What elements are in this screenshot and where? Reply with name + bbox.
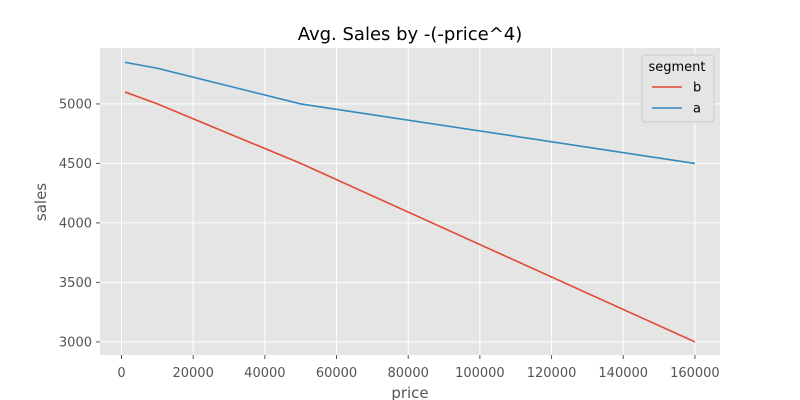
x-tick-label: 0 bbox=[117, 366, 125, 381]
legend-title: segment bbox=[648, 60, 705, 75]
y-tick-label: 4500 bbox=[59, 157, 92, 172]
x-tick-label: 40000 bbox=[244, 366, 285, 381]
y-tick-label: 5000 bbox=[59, 97, 92, 112]
series-line-b bbox=[124, 91, 696, 343]
x-tick-label: 120000 bbox=[527, 366, 577, 381]
legend-label-b: b bbox=[693, 81, 701, 96]
plot-background bbox=[100, 48, 720, 355]
y-axis-label: sales bbox=[32, 183, 50, 221]
legend: segment ba bbox=[641, 54, 715, 123]
series-layer bbox=[124, 61, 696, 343]
chart-title: Avg. Sales by -(-price^4) bbox=[298, 24, 523, 45]
x-tick-label: 20000 bbox=[172, 366, 213, 381]
legend-box bbox=[641, 54, 715, 123]
series-line-a bbox=[124, 61, 696, 165]
x-tick-label: 140000 bbox=[598, 366, 648, 381]
y-tick-label: 4000 bbox=[59, 216, 92, 231]
x-tick-label: 100000 bbox=[455, 366, 505, 381]
y-tick-label: 3500 bbox=[59, 276, 92, 291]
x-tick-label: 60000 bbox=[316, 366, 357, 381]
ticks: 0 20000 40000 60000 80000 100000 120000 140000 1… bbox=[59, 97, 720, 381]
y-tick-label: 3000 bbox=[59, 335, 92, 350]
x-axis-label: price bbox=[391, 384, 428, 400]
x-tick-label: 80000 bbox=[388, 366, 429, 381]
x-tick-label: 160000 bbox=[670, 366, 720, 381]
legend-items: ba bbox=[652, 81, 701, 117]
legend-label-a: a bbox=[693, 102, 701, 117]
